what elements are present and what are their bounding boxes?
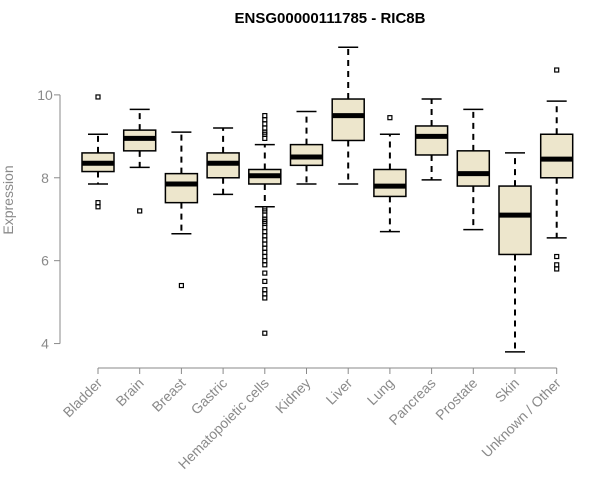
y-tick-label: 8: [41, 170, 49, 186]
outlier-point: [137, 208, 143, 214]
outlier-point: [554, 266, 560, 272]
box-group: [248, 113, 282, 336]
outlier-point: [262, 135, 268, 142]
box-group: [373, 115, 407, 233]
box-iqr: [498, 185, 532, 256]
outlier-point: [262, 270, 268, 276]
plot-area: [81, 46, 574, 353]
outlier-point: [262, 278, 268, 284]
outlier-point: [262, 258, 268, 264]
outlier-point: [262, 295, 268, 301]
outlier-point: [262, 212, 268, 218]
chart-title: ENSG00000111785 - RIC8B: [235, 10, 426, 27]
x-tick-label: Lung: [364, 375, 397, 408]
box-group: [289, 110, 324, 185]
y-tick-label: 4: [41, 336, 49, 352]
box-group: [122, 108, 157, 214]
outlier-point: [262, 291, 268, 297]
box-iqr: [456, 150, 491, 187]
box-group: [164, 131, 199, 289]
x-tick-label: Prostate: [432, 375, 480, 423]
outlier-point: [387, 115, 393, 121]
box-iqr: [331, 98, 365, 142]
y-tick-label: 10: [37, 87, 53, 103]
x-tick-label: Skin: [492, 375, 523, 406]
outlier-point: [554, 262, 560, 268]
box-group: [414, 98, 449, 181]
y-tick-label: 6: [41, 253, 49, 269]
outlier-point: [262, 262, 268, 268]
box-iqr: [373, 168, 407, 198]
outlier-point: [262, 113, 268, 119]
x-tick-label: Kidney: [272, 375, 314, 417]
y-axis-title: Expression: [0, 165, 16, 234]
outlier-point: [178, 282, 184, 289]
outlier-point: [262, 121, 268, 127]
box-iqr: [164, 172, 199, 204]
x-tick-label: Brain: [112, 375, 146, 409]
outlier-point: [262, 229, 268, 235]
x-tick-label: Unknown / Other: [478, 375, 564, 461]
outlier-point: [262, 253, 268, 260]
outlier-point: [554, 67, 560, 73]
outlier-point: [95, 204, 101, 210]
outlier-point: [554, 253, 560, 260]
box-group: [539, 67, 574, 272]
outlier-point: [262, 125, 268, 131]
outlier-point: [262, 237, 268, 243]
outlier-point: [95, 200, 101, 206]
outlier-point: [262, 287, 268, 293]
outlier-point: [262, 233, 268, 239]
box-group: [456, 108, 491, 231]
box-group: [206, 127, 240, 196]
outlier-point: [262, 224, 268, 231]
box-iqr: [539, 133, 574, 179]
x-tick-label: Breast: [149, 375, 189, 415]
outlier-point: [262, 117, 268, 123]
box-iqr: [414, 125, 449, 156]
outlier-point: [262, 241, 268, 247]
outlier-point: [95, 94, 101, 100]
x-tick-label: Liver: [323, 375, 356, 408]
outlier-point: [262, 245, 268, 251]
outlier-point: [262, 330, 268, 336]
box-group: [498, 152, 532, 353]
outlier-point: [262, 249, 268, 255]
y-axis: 4 6 8 10: [37, 87, 61, 352]
box-group: [81, 94, 115, 210]
box-group: [331, 46, 365, 185]
x-tick-label: Bladder: [60, 375, 106, 421]
